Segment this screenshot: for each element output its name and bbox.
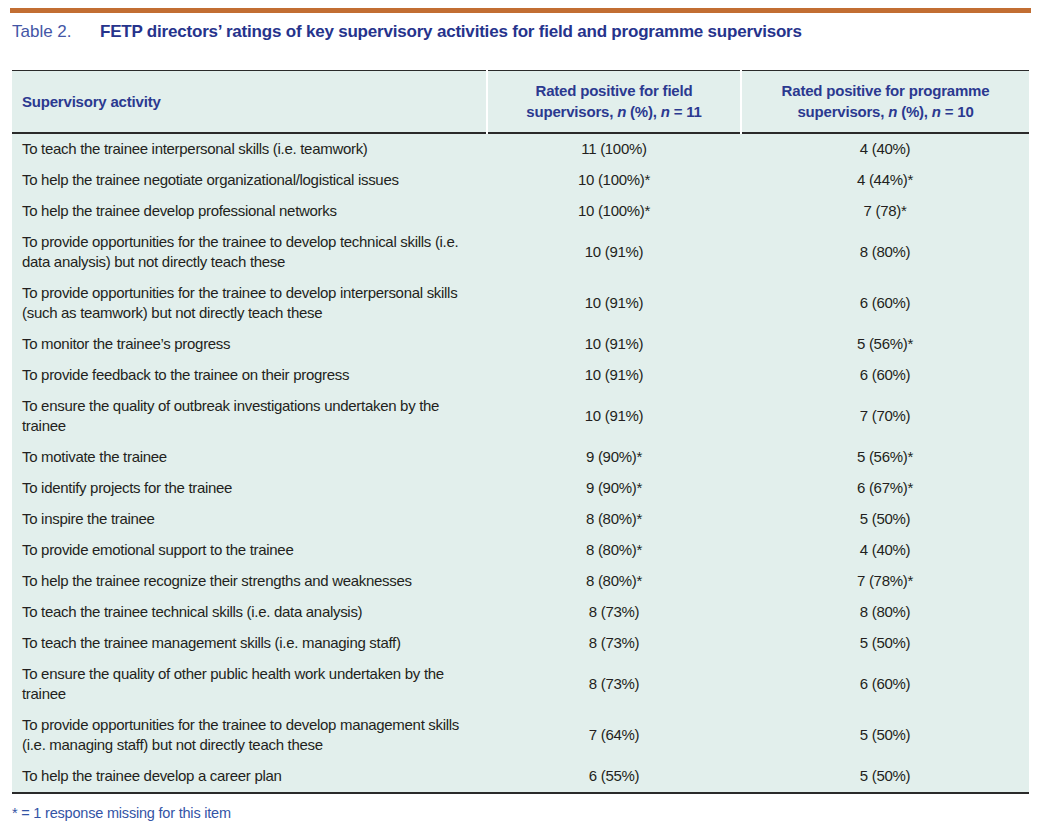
programme-supervisors-value-cell: 6 (60%) bbox=[741, 278, 1029, 329]
field-supervisors-value-cell: 10 (91%) bbox=[487, 391, 741, 442]
table-row: To teach the trainee technical skills (i… bbox=[12, 597, 1029, 628]
activity-cell: To teach the trainee interpersonal skill… bbox=[12, 133, 487, 165]
field-supervisors-value-cell: 8 (73%) bbox=[487, 628, 741, 659]
field-supervisors-value-cell: 10 (91%) bbox=[487, 227, 741, 278]
field-supervisors-value-cell: 9 (90%)* bbox=[487, 442, 741, 473]
activity-cell: To teach the trainee technical skills (i… bbox=[12, 597, 487, 628]
programme-supervisors-value-cell: 6 (60%) bbox=[741, 360, 1029, 391]
activity-cell: To ensure the quality of other public he… bbox=[12, 659, 487, 710]
activity-cell: To provide feedback to the trainee on th… bbox=[12, 360, 487, 391]
table-row: To provide opportunities for the trainee… bbox=[12, 710, 1029, 761]
activity-cell: To motivate the trainee bbox=[12, 442, 487, 473]
activity-cell: To monitor the trainee’s progress bbox=[12, 329, 487, 360]
table-body: To teach the trainee interpersonal skill… bbox=[12, 133, 1029, 793]
field-supervisors-value-cell: 10 (100%)* bbox=[487, 165, 741, 196]
programme-supervisors-value-cell: 5 (50%) bbox=[741, 761, 1029, 793]
programme-supervisors-value-cell: 7 (78)* bbox=[741, 196, 1029, 227]
activity-cell: To provide opportunities for the trainee… bbox=[12, 227, 487, 278]
activity-cell: To help the trainee negotiate organizati… bbox=[12, 165, 487, 196]
field-supervisors-value-cell: 9 (90%)* bbox=[487, 473, 741, 504]
table-row: To ensure the quality of outbreak invest… bbox=[12, 391, 1029, 442]
page: Table 2. FETP directors’ ratings of key … bbox=[0, 0, 1041, 833]
field-supervisors-value-cell: 8 (73%) bbox=[487, 597, 741, 628]
table-row: To inspire the trainee 8 (80%)* 5 (50%) bbox=[12, 504, 1029, 535]
field-supervisors-value-cell: 7 (64%) bbox=[487, 710, 741, 761]
activity-cell: To identify projects for the trainee bbox=[12, 473, 487, 504]
table-header: Supervisory activity Rated positive for … bbox=[12, 71, 1029, 133]
header-row: Supervisory activity Rated positive for … bbox=[12, 71, 1029, 133]
field-supervisors-value-cell: 10 (91%) bbox=[487, 360, 741, 391]
field-supervisors-value-cell: 10 (91%) bbox=[487, 278, 741, 329]
table-row: To help the trainee develop a career pla… bbox=[12, 761, 1029, 793]
programme-supervisors-value-cell: 4 (40%) bbox=[741, 133, 1029, 165]
table-row: To identify projects for the trainee 9 (… bbox=[12, 473, 1029, 504]
table-title: FETP directors’ ratings of key superviso… bbox=[100, 21, 802, 43]
table-row: To help the trainee develop professional… bbox=[12, 196, 1029, 227]
field-supervisors-value-cell: 11 (100%) bbox=[487, 133, 741, 165]
field-supervisors-value-cell: 8 (80%)* bbox=[487, 504, 741, 535]
activity-cell: To help the trainee recognize their stre… bbox=[12, 566, 487, 597]
activity-cell: To help the trainee develop a career pla… bbox=[12, 761, 487, 793]
field-supervisors-value-cell: 8 (80%)* bbox=[487, 535, 741, 566]
programme-supervisors-value-cell: 4 (44%)* bbox=[741, 165, 1029, 196]
table-row: To monitor the trainee’s progress 10 (91… bbox=[12, 329, 1029, 360]
column-header-field-supervisors: Rated positive for field supervisors, n … bbox=[487, 71, 741, 133]
programme-supervisors-value-cell: 7 (70%) bbox=[741, 391, 1029, 442]
top-accent-bar bbox=[10, 8, 1031, 13]
programme-supervisors-value-cell: 8 (80%) bbox=[741, 597, 1029, 628]
activity-cell: To provide emotional support to the trai… bbox=[12, 535, 487, 566]
field-supervisors-value-cell: 8 (73%) bbox=[487, 659, 741, 710]
field-supervisors-value-cell: 6 (55%) bbox=[487, 761, 741, 793]
activity-cell: To provide opportunities for the trainee… bbox=[12, 710, 487, 761]
programme-supervisors-value-cell: 7 (78%)* bbox=[741, 566, 1029, 597]
footnote: * = 1 response missing for this item bbox=[12, 804, 231, 823]
programme-supervisors-value-cell: 5 (50%) bbox=[741, 628, 1029, 659]
activity-cell: To ensure the quality of outbreak invest… bbox=[12, 391, 487, 442]
field-supervisors-value-cell: 8 (80%)* bbox=[487, 566, 741, 597]
programme-supervisors-value-cell: 5 (50%) bbox=[741, 710, 1029, 761]
table-row: To teach the trainee management skills (… bbox=[12, 628, 1029, 659]
activity-cell: To inspire the trainee bbox=[12, 504, 487, 535]
table-number: Table 2. bbox=[12, 21, 100, 43]
table-row: To provide emotional support to the trai… bbox=[12, 535, 1029, 566]
programme-supervisors-value-cell: 5 (56%)* bbox=[741, 329, 1029, 360]
field-supervisors-value-cell: 10 (100%)* bbox=[487, 196, 741, 227]
programme-supervisors-value-cell: 6 (67%)* bbox=[741, 473, 1029, 504]
programme-supervisors-value-cell: 5 (50%) bbox=[741, 504, 1029, 535]
table-row: To help the trainee recognize their stre… bbox=[12, 566, 1029, 597]
table-row: To provide feedback to the trainee on th… bbox=[12, 360, 1029, 391]
programme-supervisors-value-cell: 8 (80%) bbox=[741, 227, 1029, 278]
programme-supervisors-value-cell: 5 (56%)* bbox=[741, 442, 1029, 473]
table-caption: Table 2. FETP directors’ ratings of key … bbox=[12, 21, 1029, 43]
activity-cell: To provide opportunities for the trainee… bbox=[12, 278, 487, 329]
supervisory-activities-table: Supervisory activity Rated positive for … bbox=[12, 70, 1029, 794]
field-supervisors-value-cell: 10 (91%) bbox=[487, 329, 741, 360]
column-header-activity: Supervisory activity bbox=[12, 71, 487, 133]
activity-cell: To help the trainee develop professional… bbox=[12, 196, 487, 227]
table-row: To ensure the quality of other public he… bbox=[12, 659, 1029, 710]
programme-supervisors-value-cell: 6 (60%) bbox=[741, 659, 1029, 710]
column-header-programme-supervisors: Rated positive for programme supervisors… bbox=[741, 71, 1029, 133]
table-row: To provide opportunities for the trainee… bbox=[12, 227, 1029, 278]
table-row: To teach the trainee interpersonal skill… bbox=[12, 133, 1029, 165]
table-row: To help the trainee negotiate organizati… bbox=[12, 165, 1029, 196]
table-row: To provide opportunities for the trainee… bbox=[12, 278, 1029, 329]
table-row: To motivate the trainee 9 (90%)* 5 (56%)… bbox=[12, 442, 1029, 473]
programme-supervisors-value-cell: 4 (40%) bbox=[741, 535, 1029, 566]
activity-cell: To teach the trainee management skills (… bbox=[12, 628, 487, 659]
